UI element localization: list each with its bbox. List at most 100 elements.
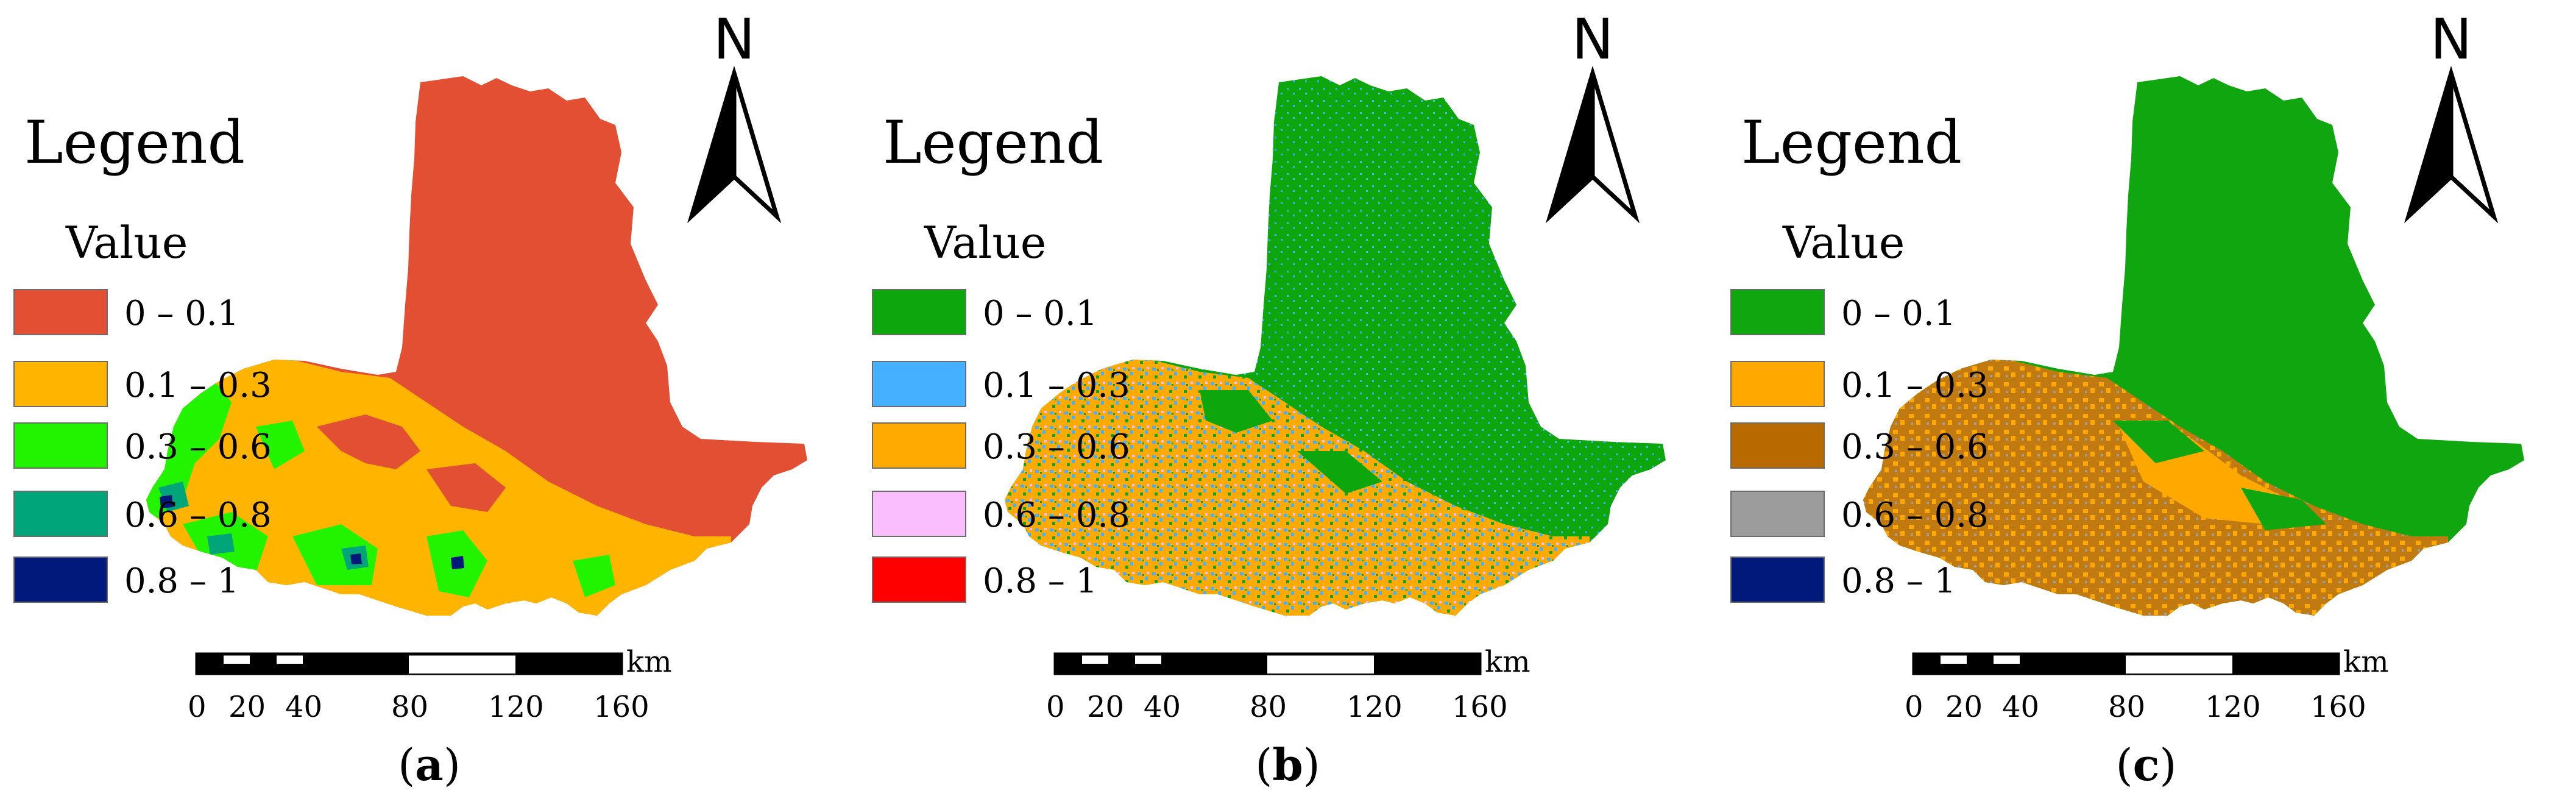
legend-swatch — [13, 361, 108, 407]
scale-bar-tick-label: 120 — [488, 690, 544, 724]
map-canvas: N — [146, 7, 807, 675]
legend-label: 0.1 – 0.3 — [124, 366, 272, 405]
north-arrow: N — [687, 7, 782, 224]
legend-label: 0.8 – 1 — [983, 561, 1098, 601]
legend-swatch — [1730, 556, 1825, 603]
scale-bar-segment — [1374, 654, 1480, 674]
scale-bar-tick-label: 160 — [2310, 690, 2366, 724]
scale-bar-segment — [1055, 654, 1082, 674]
study-area-map — [146, 76, 807, 616]
caption-close: ) — [2159, 739, 2177, 791]
class-patch-max — [451, 556, 464, 569]
legend-title: Legend — [1741, 108, 1962, 177]
scale-bar-tick-label: 20 — [228, 690, 266, 724]
legend-label: 0.1 – 0.3 — [1841, 366, 1989, 405]
legend-swatch — [872, 422, 966, 469]
scale-bar-segment — [1161, 654, 1267, 674]
north-label: N — [713, 7, 755, 72]
legend-value-title: Value — [1783, 217, 1905, 268]
scale-bar-subdivision — [1267, 664, 1374, 674]
caption-letter: b — [1272, 739, 1303, 791]
caption-letter: a — [415, 739, 444, 791]
scale-bar — [1053, 652, 1482, 675]
north-arrow-outline — [687, 65, 782, 224]
legend-swatch — [872, 556, 966, 603]
class-overlay — [1863, 357, 2448, 616]
scale-bar-unit: km — [2343, 645, 2389, 679]
scale-bar-unit: km — [1485, 645, 1530, 679]
class-patch-veryhigh — [207, 533, 235, 555]
panel-caption: (c) — [1717, 739, 2575, 791]
scale-bar-segment — [250, 654, 277, 674]
scale-bar-subdivision — [1082, 664, 1108, 674]
scale-bar-tick-label: 80 — [1250, 690, 1287, 724]
legend-swatch — [872, 491, 966, 537]
north-label: N — [1572, 7, 1614, 72]
legend-swatch — [13, 556, 108, 603]
class-patch-max — [160, 495, 173, 508]
legend-swatch — [872, 289, 966, 335]
class-patch-low — [317, 414, 420, 469]
legend-value-title: Value — [924, 217, 1047, 268]
class-patch-low — [1200, 390, 1273, 433]
legend-label: 0 – 0.1 — [983, 294, 1098, 333]
scale-bar-subdivision — [1941, 664, 1967, 674]
scale-bar — [1912, 652, 2340, 675]
caption-letter: c — [2132, 739, 2160, 791]
legend-title: Legend — [883, 108, 1104, 177]
map-panel-b: N Legend Value 0 – 0.1 0.1 – 0.3 0.3 – 0… — [858, 0, 1717, 807]
scale-bar-segment — [303, 654, 409, 674]
map-canvas: N — [1863, 7, 2524, 675]
scale-bar-unit: km — [626, 645, 672, 679]
class-patch-low — [2241, 488, 2326, 530]
legend-label: 0.6 – 0.8 — [1841, 496, 1989, 535]
legend-swatch — [13, 422, 108, 469]
class-patch-low — [1297, 451, 1382, 494]
north-arrow-outline — [2404, 65, 2499, 224]
scale-bar-subdivision — [224, 664, 250, 674]
legend-label: 0.6 – 0.8 — [124, 496, 272, 535]
north-arrow-outline — [1545, 65, 1640, 224]
legend-swatch — [13, 491, 108, 537]
study-area-map — [1863, 76, 2524, 616]
legend-label: 0.8 – 1 — [124, 561, 239, 601]
legend-swatch — [1730, 491, 1825, 537]
caption-open: ( — [1255, 739, 1273, 791]
legend-swatch — [872, 361, 966, 407]
map-panel-a: N Legend Value 0 – 0.1 0.1 – 0.3 0.3 – 0… — [0, 0, 858, 807]
legend-label: 0.1 – 0.3 — [983, 366, 1130, 405]
scale-bar-subdivision — [1135, 664, 1161, 674]
caption-open: ( — [2115, 739, 2133, 791]
legend-swatch — [1730, 361, 1825, 407]
legend-label: 0.3 – 0.6 — [124, 427, 272, 467]
north-arrow: N — [2404, 7, 2499, 224]
legend-swatch — [1730, 422, 1825, 469]
class-patch-low — [426, 463, 506, 512]
class-patch-mixed — [1863, 357, 2448, 616]
scale-bar-tick-label: 20 — [1945, 690, 1983, 724]
caption-open: ( — [398, 739, 416, 791]
scale-bar-tick-label: 160 — [1452, 690, 1508, 724]
panel-caption: (b) — [858, 739, 1717, 791]
scale-bar-segment — [197, 654, 224, 674]
scale-bar-segment — [1914, 654, 1941, 674]
caption-close: ) — [443, 739, 461, 791]
panel-caption: (a) — [0, 739, 858, 791]
legend-label: 0 – 0.1 — [1841, 294, 1956, 333]
legend-swatch — [1730, 289, 1825, 335]
class-patch-max — [350, 553, 362, 564]
legend-title: Legend — [24, 108, 246, 177]
class-overlay — [1005, 357, 1590, 616]
scale-bar-subdivision — [277, 664, 303, 674]
scale-bar-tick-label: 20 — [1087, 690, 1125, 724]
north-arrow: N — [1545, 7, 1640, 224]
class-patch-mixed — [1005, 357, 1590, 616]
scale-bar-segment — [1967, 654, 1994, 674]
scale-bar-tick-label: 0 — [188, 690, 207, 724]
map-panel-c: N Legend Value 0 – 0.1 0.1 – 0.3 0.3 – 0… — [1717, 0, 2575, 807]
scale-bar-segment — [1108, 654, 1135, 674]
legend-label: 0.3 – 0.6 — [983, 427, 1130, 467]
class-patch-low — [2113, 421, 2204, 463]
scale-bar-tick-label: 120 — [2205, 690, 2261, 724]
legend-label: 0.8 – 1 — [1841, 561, 1956, 601]
